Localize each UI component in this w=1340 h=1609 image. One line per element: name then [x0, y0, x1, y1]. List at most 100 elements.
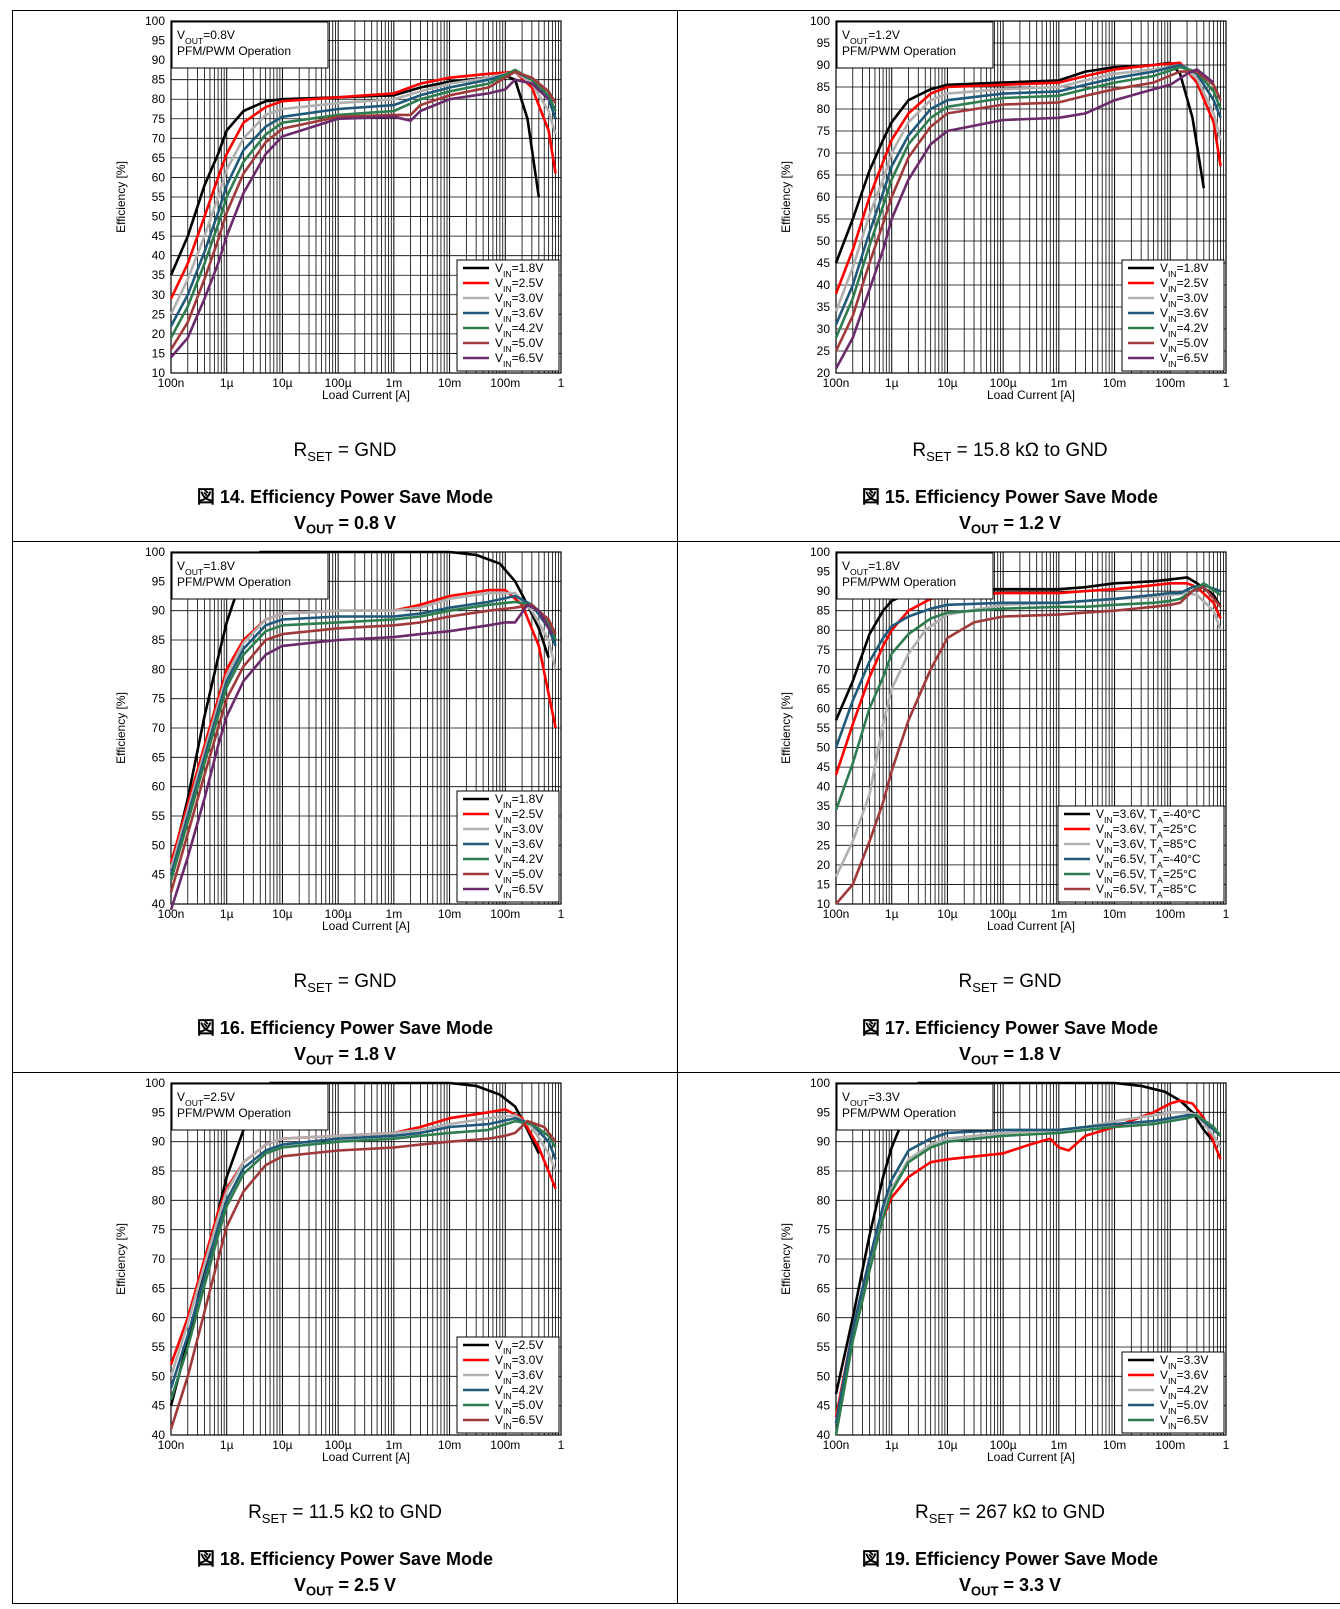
info-box-vout: VOUT=3.3V — [842, 1090, 900, 1108]
gridlines — [170, 20, 561, 374]
y-tick-label: 30 — [817, 819, 831, 833]
series-line-2 — [169, 1108, 557, 1366]
series-lines — [834, 1081, 1222, 1436]
y-tick-label: 60 — [817, 1311, 831, 1325]
series-line-5 — [834, 1113, 1222, 1436]
y-axis-label: Efficiency [%] — [779, 692, 793, 764]
y-tick-label: 40 — [817, 1428, 831, 1442]
x-tick-label: 1 — [558, 907, 565, 921]
y-tick-label: 10 — [817, 897, 831, 911]
y-axis-label: Efficiency [%] — [779, 1223, 793, 1295]
figure-16: 40 45 50 55 60 65 70 75 80 85 90 95 100 100n 1µ 10µ 100µ… — [12, 541, 678, 1073]
y-tick-label: 100 — [145, 545, 165, 559]
legend: VIN=1.8VVIN=2.5VVIN=3.0VVIN=3.6VVIN=4.2V… — [456, 790, 560, 903]
info-box-mode: PFM/PWM Operation — [842, 575, 956, 589]
y-tick-label: 70 — [152, 1252, 166, 1266]
legend-label: VIN=2.5V — [495, 807, 543, 825]
y-tick-label: 85 — [817, 604, 831, 618]
caption-18: 図 18. Efficiency Power Save Mode VOUT = … — [196, 1549, 494, 1599]
x-tick-label: 10µ — [272, 1438, 292, 1452]
x-tick-label: 100m — [1155, 1438, 1185, 1452]
series-lines — [834, 576, 1222, 905]
y-tick-label: 15 — [152, 346, 166, 360]
info-box-vout: VOUT=0.8V — [177, 28, 235, 46]
condition-19: RSET = 267 kΩ to GND — [915, 1502, 1105, 1526]
series-line-6 — [835, 585, 1222, 905]
caption-19: 図 19. Efficiency Power Save Mode VOUT = … — [861, 1549, 1159, 1599]
y-tick-label: 30 — [152, 288, 166, 302]
info-box-mode: PFM/PWM Operation — [177, 44, 291, 58]
y-tick-label: 65 — [817, 1281, 831, 1295]
legend-label: VIN=5.0V — [495, 867, 543, 885]
y-tick-label: 55 — [817, 212, 831, 226]
info-box — [171, 1083, 329, 1131]
legend-label: VIN=4.2V — [495, 321, 543, 339]
legend-label: VIN=3.6V — [1160, 1368, 1208, 1386]
series-line-7 — [834, 68, 1215, 370]
legend-box — [1121, 259, 1225, 372]
legend-label: VIN=3.6V, TA=-40°C — [1096, 807, 1201, 825]
y-tick-label: 75 — [152, 1223, 166, 1237]
legend-label: VIN=5.0V — [1160, 1398, 1208, 1416]
x-tick-label: 100µ — [990, 376, 1017, 390]
x-tick-label: 100µ — [990, 907, 1017, 921]
series-line-6 — [169, 603, 557, 893]
y-tick-label: 90 — [152, 1135, 166, 1149]
y-tick-label: 70 — [152, 721, 166, 735]
legend-box — [456, 259, 560, 372]
plot-frame — [170, 20, 562, 374]
figure-19: 40 45 50 55 60 65 70 75 80 85 90 95 100 100n 1µ 10µ 100µ… — [677, 1072, 1340, 1604]
x-tick-label: 1µ — [220, 1438, 234, 1452]
chart-18: 40 45 50 55 60 65 70 75 80 85 90 95 100 100n 1µ 10µ 100µ… — [114, 1076, 565, 1464]
legend-label: VIN=4.2V — [495, 852, 543, 870]
caption-16: 図 16. Efficiency Power Save Mode VOUT = … — [196, 1018, 494, 1068]
series-line-6 — [169, 1119, 557, 1430]
y-tick-label: 95 — [817, 36, 831, 50]
legend-label: VIN=6.5V — [495, 882, 543, 900]
y-tick-label: 65 — [152, 151, 166, 165]
series-line-4 — [834, 583, 1222, 749]
legend-label: VIN=1.8V — [495, 261, 543, 279]
x-axis-label: Load Current [A] — [987, 919, 1075, 933]
y-tick-label: 40 — [152, 249, 166, 263]
legend-label: VIN=6.5V — [1160, 1413, 1208, 1431]
x-tick-label: 100n — [823, 376, 850, 390]
legend: VIN=1.8VVIN=2.5VVIN=3.0VVIN=3.6VVIN=4.2V… — [456, 259, 560, 372]
info-box-vout: VOUT=1.8V — [842, 559, 900, 577]
y-tick-label: 80 — [152, 1193, 166, 1207]
legend-label: VIN=3.0V — [495, 291, 543, 309]
x-tick-label: 10m — [438, 376, 461, 390]
x-axis-label: Load Current [A] — [322, 1450, 410, 1464]
series-line-5 — [834, 65, 1222, 339]
x-tick-label: 1µ — [885, 1438, 899, 1452]
legend-label: VIN=5.0V — [495, 336, 543, 354]
info-box-vout: VOUT=2.5V — [177, 1090, 235, 1108]
series-line-6 — [834, 70, 1222, 352]
legend-label: VIN=6.5V, TA=-40°C — [1096, 852, 1201, 870]
condition-18: RSET = 11.5 kΩ to GND — [248, 1502, 442, 1526]
legend: VIN=2.5VVIN=3.0VVIN=3.6VVIN=4.2VVIN=5.0V… — [456, 1336, 560, 1434]
y-tick-label: 90 — [817, 1135, 831, 1149]
x-tick-label: 100m — [490, 1438, 520, 1452]
legend-label: VIN=2.5V — [495, 276, 543, 294]
y-tick-label: 85 — [817, 80, 831, 94]
series-lines — [169, 550, 557, 911]
y-tick-label: 20 — [152, 327, 166, 341]
y-tick-label: 100 — [810, 1076, 830, 1090]
series-line-2 — [834, 581, 1222, 776]
legend-label: VIN=6.5V, TA=25°C — [1096, 867, 1197, 885]
x-tick-label: 100µ — [325, 907, 352, 921]
y-tick-label: 70 — [817, 1252, 831, 1266]
y-tick-label: 55 — [152, 1340, 166, 1354]
legend-label: VIN=3.0V — [495, 1353, 543, 1371]
y-tick-label: 50 — [152, 1369, 166, 1383]
x-tick-label: 100µ — [990, 1438, 1017, 1452]
legend-label: VIN=3.6V — [495, 1368, 543, 1386]
legend-label: VIN=6.5V — [495, 351, 543, 369]
legend-box — [1057, 805, 1225, 903]
series-line-5 — [169, 1119, 557, 1401]
info-box-mode: PFM/PWM Operation — [842, 44, 956, 58]
x-tick-label: 1m — [1051, 907, 1068, 921]
